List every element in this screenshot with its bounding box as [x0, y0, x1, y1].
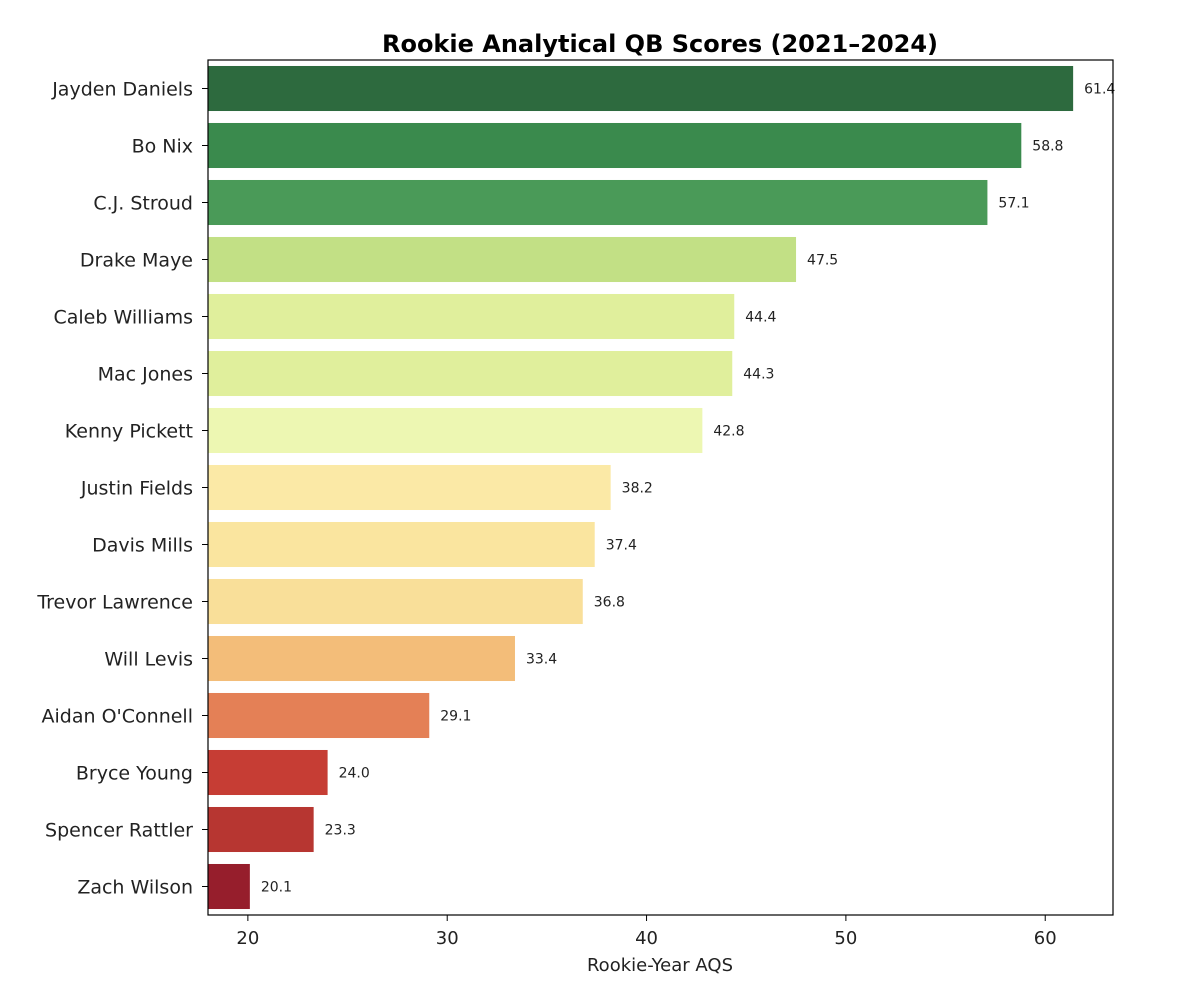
category-label-3: Drake Maye [80, 250, 193, 272]
value-label-8: 37.4 [606, 538, 637, 554]
plot-frame [207, 59, 1114, 916]
bar-2 [208, 179, 988, 226]
value-label-5: 44.3 [743, 367, 774, 383]
value-label-14: 20.1 [261, 880, 292, 896]
category-label-6: Kenny Pickett [65, 421, 193, 443]
value-label-1: 58.8 [1032, 139, 1063, 155]
category-label-5: Mac Jones [98, 364, 193, 386]
category-labels: Jayden Daniels Bo Nix C.J. Stroud Drake May… [36, 79, 208, 899]
category-label-12: Bryce Young [76, 763, 193, 785]
category-label-7: Justin Fields [80, 478, 193, 500]
bar-5 [208, 350, 733, 397]
x-axis-label: Rookie-Year AQS [587, 955, 733, 976]
value-label-0: 61.4 [1084, 82, 1115, 98]
bar-12 [208, 749, 328, 796]
category-label-14: Zach Wilson [77, 877, 193, 899]
category-label-2: C.J. Stroud [93, 193, 193, 215]
bar-9 [208, 578, 583, 625]
value-label-9: 36.8 [594, 595, 625, 611]
chart-title: Rookie Analytical QB Scores (2021–2024) [382, 30, 938, 58]
category-label-4: Caleb Williams [53, 307, 193, 329]
bar-4 [208, 293, 735, 340]
category-label-9: Trevor Lawrence [36, 592, 193, 614]
x-tick-label-4: 60 [1034, 928, 1057, 949]
x-tick-label-2: 40 [635, 928, 658, 949]
category-label-8: Davis Mills [92, 535, 193, 557]
value-label-3: 47.5 [807, 253, 838, 269]
x-axis-ticks: 20 30 40 50 60 [236, 915, 1057, 949]
category-label-13: Spencer Rattler [45, 820, 193, 842]
bar-14 [208, 863, 250, 910]
x-tick-label-1: 30 [436, 928, 459, 949]
value-label-7: 38.2 [622, 481, 653, 497]
value-label-11: 29.1 [440, 709, 471, 725]
value-labels: 61.4 58.8 57.1 47.5 44.4 44.3 42.8 38.2 37.4 36.8… [261, 82, 1116, 896]
bars-layer [208, 65, 1074, 910]
value-label-13: 23.3 [325, 823, 356, 839]
category-label-10: Will Levis [104, 649, 193, 671]
bar-8 [208, 521, 595, 568]
value-label-4: 44.4 [745, 310, 776, 326]
category-label-1: Bo Nix [132, 136, 193, 158]
value-label-12: 24.0 [339, 766, 370, 782]
bar-11 [208, 692, 430, 739]
value-label-2: 57.1 [998, 196, 1029, 212]
bar-13 [208, 806, 314, 853]
bar-10 [208, 635, 515, 682]
category-label-11: Aidan O'Connell [42, 706, 193, 728]
bar-0 [208, 65, 1074, 112]
bar-3 [208, 236, 797, 283]
bar-6 [208, 407, 703, 454]
category-label-0: Jayden Daniels [51, 79, 193, 101]
x-tick-label-3: 50 [834, 928, 857, 949]
value-label-10: 33.4 [526, 652, 557, 668]
bar-7 [208, 464, 611, 511]
x-tick-label-0: 20 [236, 928, 259, 949]
bar-1 [208, 122, 1022, 169]
value-label-6: 42.8 [713, 424, 744, 440]
